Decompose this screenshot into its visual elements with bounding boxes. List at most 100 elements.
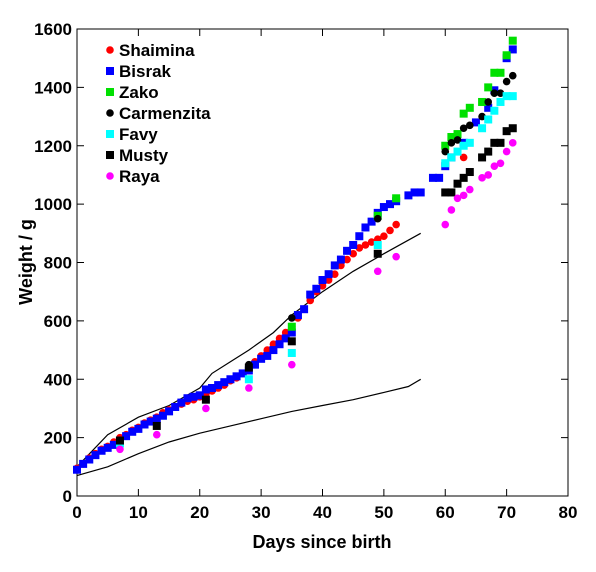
data-point [287, 337, 296, 346]
data-point [459, 109, 468, 118]
data-point [459, 153, 468, 162]
data-point [300, 305, 309, 314]
data-point [453, 136, 462, 144]
data-point [410, 188, 419, 197]
data-point [447, 153, 456, 162]
x-tick-label: 20 [190, 503, 209, 522]
data-point [152, 430, 161, 439]
data-point [508, 45, 517, 54]
data-point [128, 427, 137, 436]
data-point [287, 322, 296, 331]
data-point [459, 173, 468, 182]
legend-marker [106, 151, 114, 159]
data-point [502, 147, 511, 156]
y-tick-label: 200 [44, 429, 72, 448]
data-point [502, 77, 511, 86]
data-point [508, 139, 517, 147]
x-axis-title: Days since birth [252, 532, 391, 552]
data-point [466, 121, 474, 130]
data-point [484, 103, 493, 112]
data-point [484, 98, 493, 106]
data-point [453, 194, 462, 203]
data-point [478, 153, 487, 162]
y-tick-label: 1000 [34, 195, 72, 214]
data-point [134, 424, 143, 433]
data-point [508, 92, 517, 101]
data-point [140, 420, 149, 429]
legend-label: Carmenzita [119, 104, 211, 123]
data-point [416, 188, 425, 197]
data-point [447, 132, 456, 141]
data-point [471, 118, 480, 127]
data-point [73, 465, 81, 474]
data-point [312, 284, 321, 293]
data-point [478, 97, 487, 106]
x-tick-label: 50 [374, 503, 393, 522]
data-point [183, 394, 192, 403]
legend-label: Favy [119, 125, 158, 144]
x-tick-label: 80 [559, 503, 578, 522]
data-point [281, 334, 290, 343]
data-point [97, 446, 106, 455]
data-point [459, 124, 468, 133]
data-point [220, 378, 229, 387]
data-point [324, 270, 333, 279]
data-point [496, 159, 505, 168]
data-points [73, 36, 517, 474]
data-point [465, 168, 474, 177]
data-point [177, 398, 186, 407]
data-point [269, 346, 278, 355]
x-tick-label: 70 [497, 503, 516, 522]
y-tick-label: 600 [44, 312, 72, 331]
data-point [453, 130, 462, 139]
data-point [226, 375, 235, 384]
data-point [435, 173, 444, 182]
data-point [367, 217, 376, 226]
x-tick-label: 60 [436, 503, 455, 522]
data-point [349, 249, 357, 258]
data-point [202, 404, 210, 413]
data-point [484, 147, 493, 156]
data-point [490, 68, 499, 77]
data-point [257, 354, 266, 363]
data-point [484, 83, 493, 92]
legend-label: Musty [119, 146, 169, 165]
data-point [287, 328, 296, 337]
data-point [465, 103, 474, 112]
data-point [404, 191, 413, 200]
data-point [386, 226, 394, 235]
y-axis-title: Weight / g [16, 219, 36, 305]
data-point [441, 147, 450, 156]
legend-marker [106, 130, 114, 138]
legend: Shaimina Bisrak Zako Carmenzita Favy Musty Ray… [106, 41, 211, 186]
y-axis-ticks: 0 200 400 600 800 1000 1200 1400 1600 [34, 20, 568, 506]
data-point [355, 232, 364, 241]
data-point [367, 238, 376, 246]
x-tick-label: 10 [129, 503, 148, 522]
data-point [478, 174, 486, 182]
data-point [379, 203, 388, 212]
data-point [380, 232, 388, 241]
data-point [502, 127, 511, 136]
data-point [293, 311, 302, 320]
legend-label: Bisrak [119, 62, 172, 81]
data-point [245, 384, 253, 392]
data-point [201, 395, 210, 404]
y-tick-label: 1400 [34, 78, 72, 97]
data-point [373, 214, 382, 223]
data-point [484, 115, 493, 124]
data-point [91, 451, 100, 460]
data-point [490, 138, 499, 147]
data-point [306, 290, 315, 299]
x-tick-label: 30 [252, 503, 271, 522]
legend-marker [106, 172, 114, 180]
legend-marker [106, 109, 114, 117]
data-point [508, 124, 517, 133]
data-point [330, 261, 339, 270]
data-point [165, 407, 174, 416]
data-point [373, 267, 382, 276]
data-point [453, 147, 462, 156]
y-tick-label: 0 [63, 487, 72, 506]
data-point [361, 241, 370, 249]
